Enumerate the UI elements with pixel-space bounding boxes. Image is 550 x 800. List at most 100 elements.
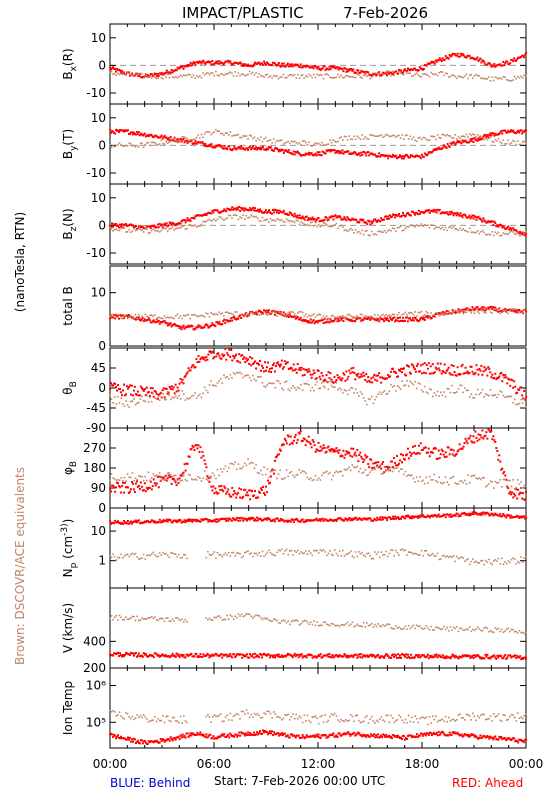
data-point	[218, 130, 220, 132]
data-point	[516, 310, 519, 313]
data-point	[205, 131, 208, 133]
data-point	[340, 136, 342, 139]
data-point	[322, 472, 325, 474]
data-point	[452, 74, 455, 77]
data-point	[321, 224, 323, 227]
data-point	[112, 402, 114, 404]
data-point	[321, 317, 323, 320]
data-point	[313, 371, 316, 374]
data-point	[406, 447, 409, 450]
data-point	[191, 225, 193, 227]
brown-note: Brown: DSCOVR/ACE equivalents	[13, 467, 27, 665]
data-point	[409, 311, 412, 314]
data-point	[284, 65, 287, 68]
data-point	[182, 74, 185, 76]
data-point	[227, 519, 230, 522]
data-point	[115, 128, 118, 131]
data-point	[148, 394, 151, 397]
data-point	[449, 513, 452, 516]
data-point	[445, 455, 448, 458]
data-point	[210, 133, 212, 136]
data-point	[406, 212, 409, 215]
data-point	[512, 496, 515, 499]
data-point	[170, 473, 172, 476]
data-point	[450, 54, 453, 57]
data-point	[264, 219, 267, 221]
data-point	[518, 234, 521, 237]
data-point	[425, 64, 428, 67]
data-point	[157, 144, 159, 146]
data-point	[439, 391, 442, 394]
data-point	[258, 210, 261, 213]
data-point	[202, 220, 204, 223]
data-point	[342, 152, 345, 155]
data-point	[486, 233, 489, 236]
data-point	[407, 226, 410, 228]
data-point	[525, 312, 527, 314]
data-point	[488, 133, 491, 136]
data-point	[393, 213, 396, 216]
data-point	[130, 384, 133, 387]
data-point	[469, 217, 472, 220]
data-point	[139, 72, 142, 75]
data-point	[115, 479, 118, 482]
data-point	[425, 315, 428, 318]
data-point	[148, 486, 151, 489]
data-point	[293, 73, 296, 76]
data-point	[272, 518, 275, 521]
data-point	[474, 216, 477, 219]
data-point	[454, 134, 457, 136]
data-point	[260, 518, 263, 521]
data-point	[467, 514, 470, 517]
data-point	[128, 490, 131, 493]
data-point	[305, 224, 307, 227]
data-point	[351, 75, 354, 78]
data-point	[422, 371, 425, 374]
data-point	[280, 313, 283, 315]
data-point	[249, 518, 252, 521]
data-point	[451, 311, 453, 314]
data-point	[354, 320, 357, 323]
data-point	[489, 80, 492, 82]
data-point	[140, 485, 143, 488]
data-point	[149, 554, 151, 557]
data-point	[350, 517, 353, 520]
data-point	[289, 520, 292, 523]
data-point	[195, 75, 198, 77]
data-point	[429, 61, 432, 64]
data-point	[517, 403, 519, 406]
data-point	[190, 139, 193, 142]
data-point	[421, 448, 424, 451]
data-point	[406, 379, 408, 382]
data-point	[444, 476, 447, 479]
data-point	[406, 320, 409, 323]
data-point	[121, 227, 124, 229]
data-point	[313, 478, 315, 481]
data-point	[441, 449, 444, 452]
data-point	[281, 367, 284, 370]
data-point	[372, 134, 375, 137]
y-axis-label: Np (cm-3))	[60, 519, 79, 578]
data-point	[112, 73, 114, 76]
data-point	[309, 373, 312, 376]
data-point	[457, 213, 460, 216]
data-point	[435, 311, 437, 314]
data-point	[501, 142, 503, 145]
data-point	[149, 480, 152, 483]
data-point	[264, 369, 267, 372]
data-point	[157, 486, 160, 489]
data-point	[131, 472, 134, 474]
data-point	[158, 472, 161, 474]
data-point	[525, 485, 527, 488]
data-point	[307, 217, 310, 220]
data-point	[266, 314, 269, 316]
data-point	[478, 312, 481, 315]
data-point	[510, 79, 513, 82]
data-point	[444, 55, 447, 58]
data-point	[488, 483, 490, 485]
data-point	[277, 218, 280, 221]
data-point	[523, 140, 526, 143]
data-point	[353, 392, 355, 394]
data-point	[401, 468, 404, 471]
data-point	[165, 398, 167, 401]
